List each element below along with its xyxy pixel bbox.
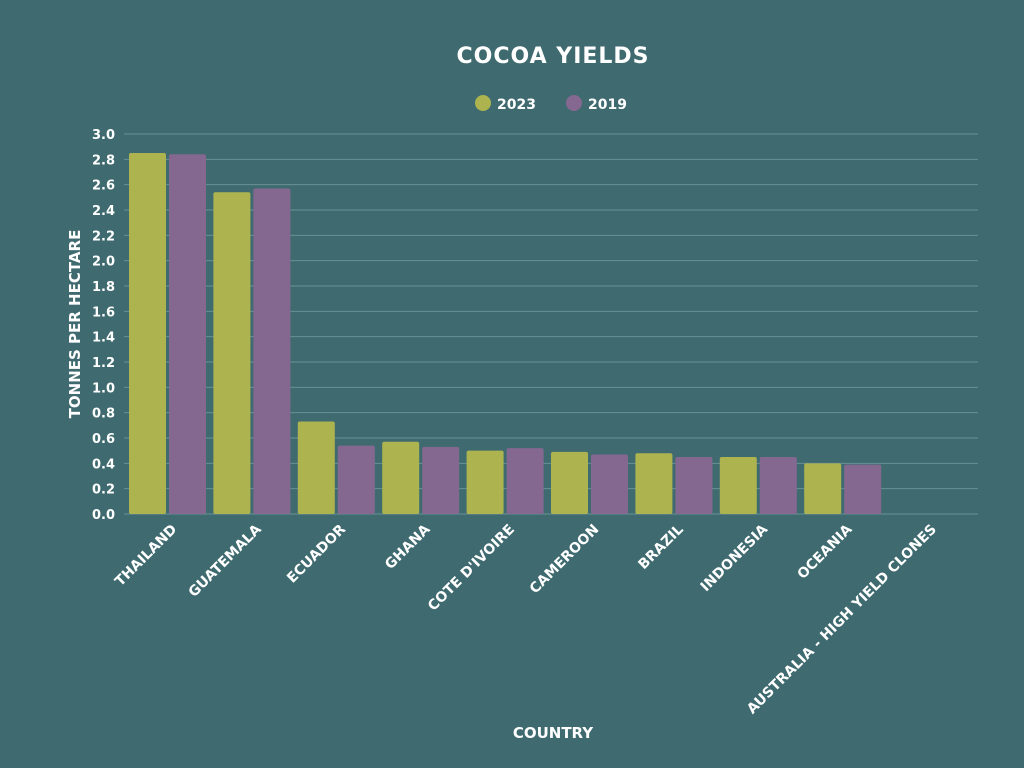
x-tick-label: ECUADOR [284, 521, 349, 586]
x-tick-label: THAILAND [112, 522, 180, 590]
y-tick-label: 3.0 [92, 128, 115, 143]
legend-swatch-2023 [475, 95, 491, 111]
bar-2023-cameroon [551, 451, 588, 514]
bar-2019-guatemala [253, 188, 291, 514]
y-tick-label: 1.8 [92, 280, 115, 295]
bar-2023-oceania [804, 463, 842, 514]
bar-2023-ghana [382, 441, 420, 514]
legend: 2023 2019 [475, 95, 627, 113]
y-tick-label: 2.8 [92, 153, 115, 168]
y-tick-label: 0.6 [92, 432, 115, 447]
bar-2019-brazil [675, 457, 713, 514]
legend-label-2019: 2019 [588, 97, 627, 113]
y-tick-label: 2.4 [92, 204, 115, 219]
bar-2023-indonesia [719, 457, 757, 514]
x-tick-label: AUSTRALIA - HIGH YIELD CLONES [744, 522, 940, 718]
y-tick-label: 0.0 [92, 508, 115, 523]
x-tick-label: GUATEMALA [186, 521, 265, 600]
y-tick-label: 0.4 [92, 457, 115, 472]
y-tick-label: 1.4 [92, 331, 115, 346]
y-tick-label: 1.6 [92, 305, 115, 320]
y-tick-label: 1.2 [92, 356, 115, 371]
x-tick-label: CAMEROON [527, 522, 603, 598]
bar-2019-indonesia [759, 457, 797, 514]
bar-2019-ecuador [337, 445, 375, 514]
y-tick-label: 0.2 [92, 483, 115, 498]
x-tick-label: COTE D'IVOIRE [425, 522, 518, 615]
x-tick-label: INDONESIA [698, 521, 772, 595]
x-tick-label: BRAZIL [635, 521, 686, 572]
bars [129, 153, 882, 514]
bar-2023-brazil [635, 453, 673, 514]
legend-swatch-2019 [566, 95, 582, 111]
bar-2023-ecuador [297, 421, 335, 514]
x-tick-label: OCEANIA [794, 521, 855, 582]
chart-title: COCOA YIELDS [456, 44, 649, 69]
bar-2023-cote-d-ivoire [466, 450, 504, 514]
y-tick-label: 2.6 [92, 179, 115, 194]
y-axis-ticks: 0.0 0.2 0.4 0.6 0.8 1.0 1.2 1.4 1.6 1.8 2.0 2.2 2.4 2… [92, 128, 115, 523]
legend-label-2023: 2023 [497, 97, 536, 113]
bar-2019-cote-d-ivoire [506, 448, 544, 514]
y-tick-label: 1.0 [92, 381, 115, 396]
bar-2019-ghana [422, 446, 460, 514]
y-axis-title: TONNES PER HECTARE [66, 230, 84, 419]
bar-2019-thailand [169, 154, 206, 514]
y-tick-label: 2.2 [92, 229, 115, 244]
y-tick-label: 0.8 [92, 407, 115, 422]
x-tick-label: GHANA [382, 521, 433, 572]
bar-2019-oceania [844, 464, 882, 514]
x-axis-title: COUNTRY [513, 724, 594, 742]
bar-2019-cameroon [591, 454, 628, 514]
bar-2023-thailand [129, 153, 166, 514]
bar-2023-guatemala [213, 192, 251, 514]
y-tick-label: 2.0 [92, 255, 115, 270]
